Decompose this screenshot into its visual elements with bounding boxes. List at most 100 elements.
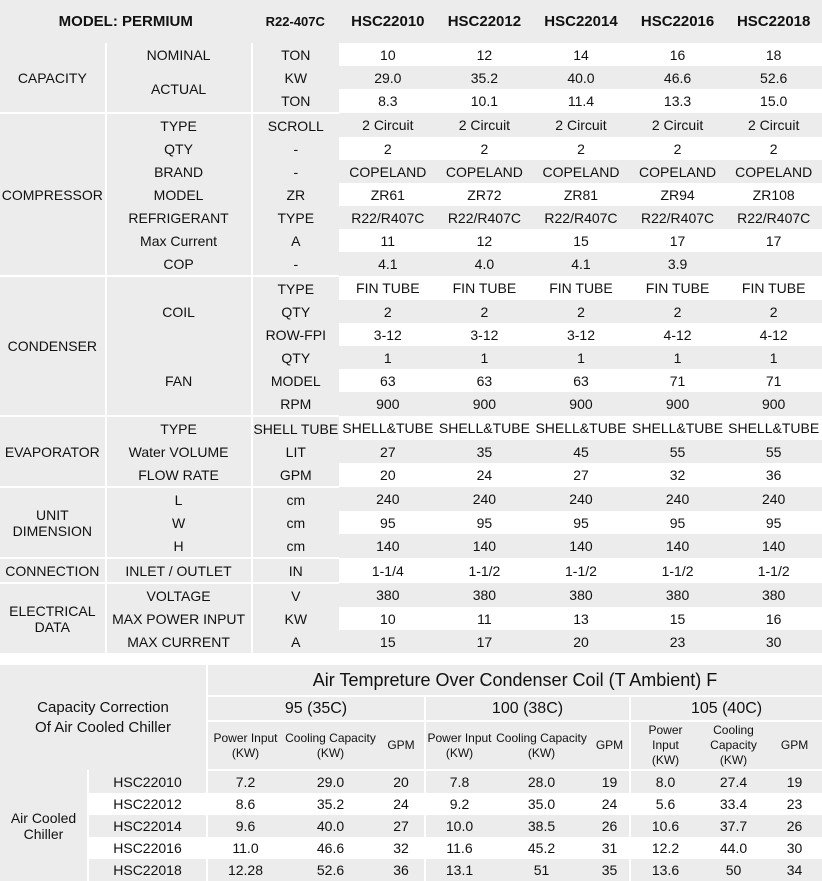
row-label: TYPE <box>105 415 253 440</box>
row-label: MAX POWER INPUT <box>105 607 253 630</box>
correction-value: 50 <box>725 862 742 878</box>
spec-value: 2 Circuit <box>725 113 822 137</box>
model-label: HSC22014 <box>87 815 207 837</box>
spec-value: 55 <box>725 440 822 463</box>
spec-value: 3-12 <box>532 323 630 346</box>
model-series-label: MODEL: PERMIUM <box>58 13 193 30</box>
spec-value: 4.1 <box>532 252 630 276</box>
correction-row: HSC22012 8.6 35.2 24 9.2 35.0 24 5.6 33.4 23 <box>0 793 822 815</box>
correction-value: 28.0 <box>527 774 556 790</box>
spec-value: 95 <box>725 511 822 534</box>
correction-value: 52.6 <box>316 862 345 878</box>
spec-row: EVAPORATOR TYPE SHELL TUBE SHELL&TUBE SHELL&… <box>0 415 822 487</box>
spec-value: 4.1 <box>339 252 437 276</box>
column-subheader: Power Input (KW) <box>206 721 283 771</box>
correction-value: 38.5 <box>527 818 556 834</box>
unit-label: MODEL <box>270 372 321 389</box>
row-group-label: Air Cooled Chiller <box>10 809 77 842</box>
spec-value: 30 <box>725 630 822 653</box>
correction-value: 30 <box>767 837 822 859</box>
row-label: Water VOLUME <box>105 440 253 463</box>
table-gap <box>0 653 822 665</box>
correction-value: 11.0 <box>206 837 283 859</box>
row-label: W <box>105 511 253 534</box>
model-header: HSC22018 <box>736 13 811 30</box>
spec-value: 95 <box>532 511 630 534</box>
unit-label: GPM <box>279 466 312 483</box>
spec-value: 63 <box>436 369 533 392</box>
spec-value: FIN TUBE <box>629 276 726 300</box>
spec-value: 900 <box>532 392 630 416</box>
spec-value: 1-1/2 <box>532 558 630 583</box>
spec-value: 36 <box>725 463 822 487</box>
spec-value: 140 <box>629 534 726 558</box>
correction-value: 26 <box>601 818 618 834</box>
spec-value: 95 <box>436 511 533 534</box>
spec-value: SHELL&TUBE <box>725 416 822 440</box>
spec-value: 2 <box>339 137 437 160</box>
correction-value: 44.0 <box>700 837 767 859</box>
correction-value: 7.8 <box>424 770 493 793</box>
correction-value: 36 <box>393 862 409 878</box>
spec-value: 27 <box>532 463 630 487</box>
spec-value: 2 <box>339 300 437 323</box>
spec-row: QTY 2 2 2 2 2 <box>0 300 822 323</box>
spec-value: 15 <box>339 630 437 653</box>
spec-row: COMPRESSOR TYPE SCROLL 2 Circuit 2 Circuit 2 … <box>0 112 822 276</box>
unit-label: cm <box>251 486 340 511</box>
spec-value: COPELAND <box>725 160 822 183</box>
spec-value: 240 <box>532 487 630 511</box>
spec-value: 27 <box>339 440 437 463</box>
spec-value: 63 <box>532 369 630 392</box>
row-label: FLOW RATE <box>105 463 253 487</box>
spec-value: 15 <box>629 607 726 630</box>
spec-value: SHELL&TUBE <box>629 416 726 440</box>
spec-value: 240 <box>629 487 726 511</box>
spec-value: 140 <box>436 534 533 558</box>
correction-value: 7.2 <box>206 770 283 793</box>
spec-value: 46.6 <box>629 66 726 89</box>
spec-row: REFRIGERANT TYPE R22/R407C R22/R407C R22/R40… <box>0 206 822 229</box>
spec-value: 4.0 <box>436 252 533 276</box>
spec-row: CONDENSER COIL TYPE FIN TUBE FIN TUBE FIN TUB… <box>0 275 822 416</box>
correction-value: 10.0 <box>424 815 493 837</box>
spec-value: FIN TUBE <box>436 276 533 300</box>
unit-label: ROW-FPI <box>265 326 326 343</box>
spec-row: MAX CURRENT A 15 17 20 23 30 <box>0 630 822 653</box>
unit-label: TYPE <box>277 209 315 226</box>
correction-value: 9.6 <box>206 815 283 837</box>
spec-value: 45 <box>532 440 630 463</box>
model-header: HSC22016 <box>640 13 715 30</box>
spec-value: 24 <box>436 463 533 487</box>
row-label: Max Current <box>105 229 253 252</box>
spec-value: R22/R407C <box>436 206 533 229</box>
row-label: FAN <box>105 346 253 416</box>
spec-row: TON 8.3 10.1 11.4 13.3 15.0 <box>0 89 822 113</box>
row-label: L <box>105 486 253 511</box>
spec-row: COP -4.1 4.0 4.1 3.9 <box>0 252 822 276</box>
unit-label: KW <box>284 610 308 627</box>
spec-value: 12 <box>436 229 533 252</box>
model-header: HSC22012 <box>447 13 522 30</box>
spec-value: 12 <box>436 43 533 66</box>
unit-label: A <box>291 633 301 650</box>
model-header: HSC22010 <box>351 13 425 30</box>
spec-value: R22/R407C <box>725 206 822 229</box>
correction-value: 24 <box>590 793 630 815</box>
spec-value: SHELL&TUBE <box>339 416 437 440</box>
spec-value: 2 <box>629 137 726 160</box>
spec-value: 380 <box>629 583 726 607</box>
column-subheader: Cooling Capacity (KW) <box>283 721 378 771</box>
spec-value: 16 <box>629 43 726 66</box>
correction-value: 19 <box>601 774 618 790</box>
group-label: COMPRESSOR <box>0 112 107 276</box>
correction-value: 35.0 <box>493 793 590 815</box>
correction-value: 29.0 <box>316 774 345 790</box>
spec-value: 2 <box>725 300 822 323</box>
spec-value: 10 <box>339 607 437 630</box>
spec-value: ZR94 <box>629 183 726 206</box>
temperature-header: 95 (35C) <box>206 696 425 722</box>
spec-value: COPELAND <box>629 160 726 183</box>
spec-value: 1-1/2 <box>725 558 822 583</box>
